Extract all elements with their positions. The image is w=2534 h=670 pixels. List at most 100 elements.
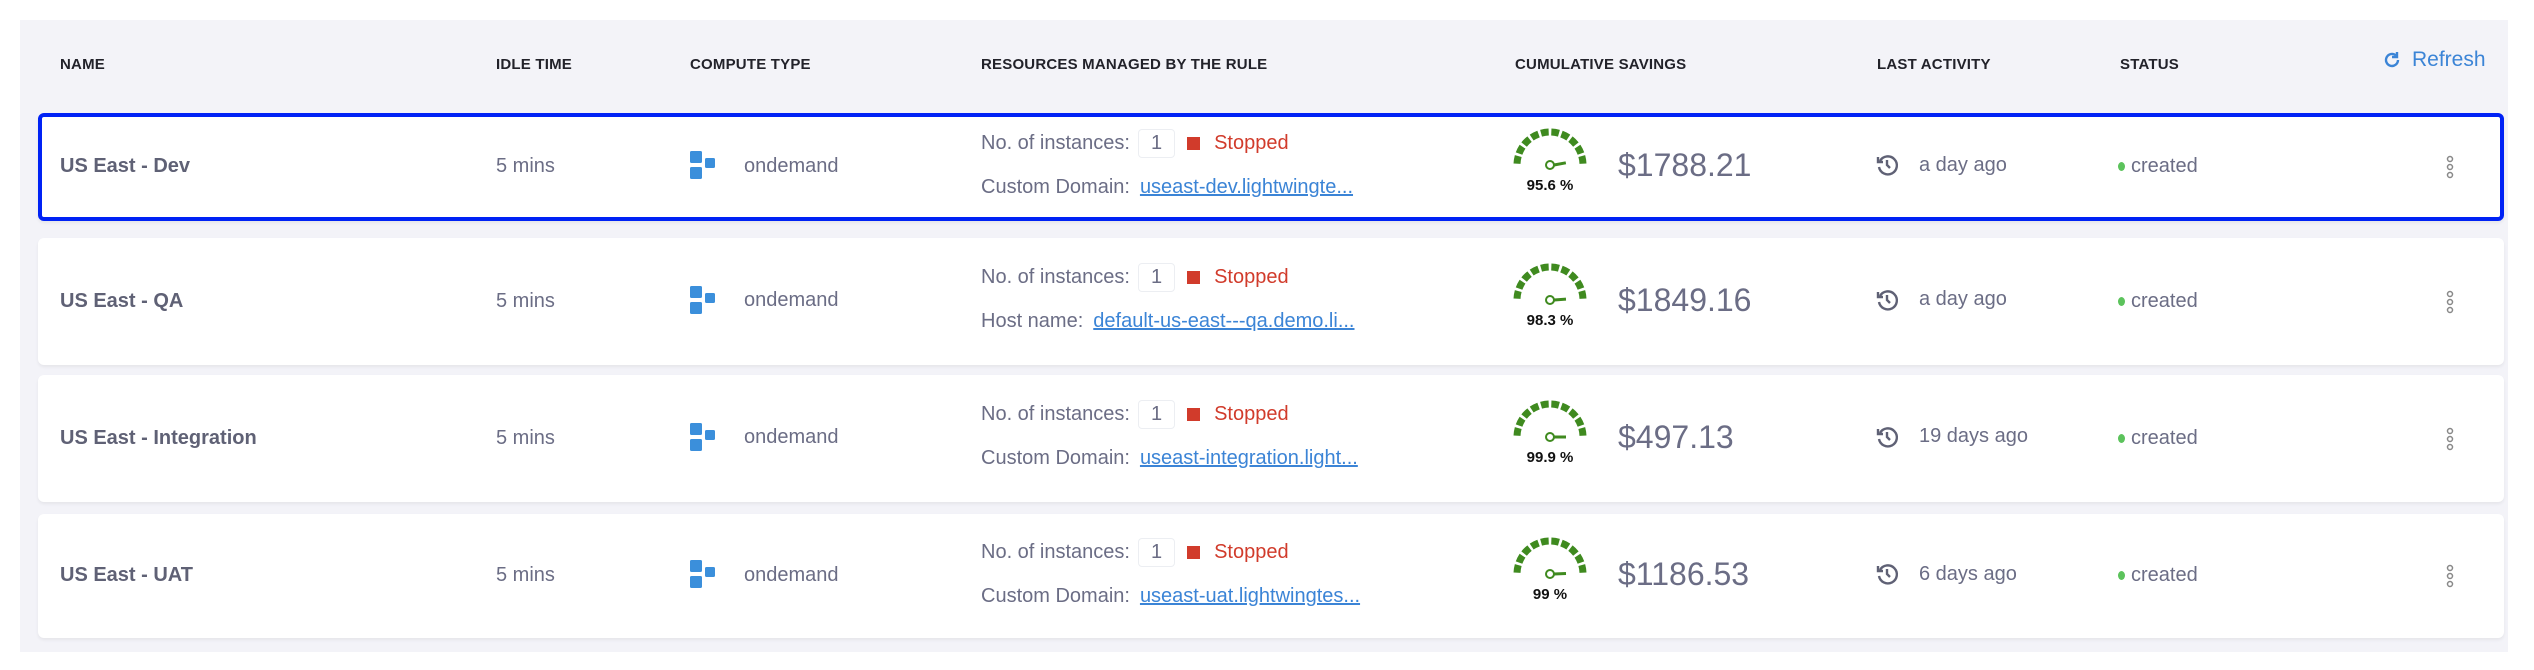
ondemand-icon xyxy=(690,285,715,314)
gauge-pivot xyxy=(1545,431,1555,442)
domain-link[interactable]: useast-integration.light... xyxy=(1139,447,1358,469)
gauge-segment xyxy=(1529,539,1540,550)
refresh-button[interactable]: Refresh xyxy=(2382,48,2486,72)
compute-type: ondemand xyxy=(690,422,839,453)
cumulative-savings: $1186.53 xyxy=(1618,556,1750,592)
gauge-segment xyxy=(1515,553,1526,564)
instance-count: 1 xyxy=(1137,263,1176,292)
compute-type: ondemand xyxy=(690,151,839,181)
instance-state: Stopped xyxy=(1214,266,1289,288)
instance-count: 1 xyxy=(1137,128,1176,158)
gauge-needle xyxy=(1553,297,1567,301)
instance-state: Stopped xyxy=(1214,540,1289,563)
idle-time: 5 mins xyxy=(496,426,555,449)
domain-link[interactable]: useast-dev.lightwingte... xyxy=(1139,175,1354,198)
cumulative-savings: $1849.16 xyxy=(1618,281,1752,318)
status-badge: created xyxy=(2118,290,2198,313)
gauge-segment xyxy=(1521,407,1532,419)
status-badge: created xyxy=(2118,564,2198,587)
gauge-segment xyxy=(1551,400,1560,409)
gauge-segment xyxy=(1560,402,1571,413)
status-dot-icon xyxy=(2118,433,2125,443)
gauge-segment xyxy=(1513,426,1522,436)
savings-gauge: 95.6 % xyxy=(1510,125,1590,194)
more-options-icon[interactable] xyxy=(2445,427,2455,457)
gauge-pivot xyxy=(1545,294,1555,305)
table-row[interactable]: US East - UAT 5 mins ondemand No. of ins… xyxy=(38,514,2504,638)
gauge-segment xyxy=(1521,270,1532,282)
compute-type: ondemand xyxy=(690,560,839,590)
column-header-idle-time: IDLE TIME xyxy=(496,56,572,73)
domain-label: Custom Domain: xyxy=(981,447,1130,469)
gauge-segment xyxy=(1560,130,1571,141)
compute-type: ondemand xyxy=(690,285,839,316)
resources: No. of instances: 1 Stopped Host name: defa… xyxy=(981,262,1481,338)
status-dot-icon xyxy=(2118,296,2125,306)
compute-type-label: ondemand xyxy=(744,563,839,586)
table-row[interactable]: US East - QA 5 mins ondemand No. of inst… xyxy=(38,238,2504,365)
instance-count: 1 xyxy=(1137,400,1176,429)
column-header-cumulative-savings: CUMULATIVE SAVINGS xyxy=(1515,56,1687,73)
more-options-icon[interactable] xyxy=(2445,155,2455,185)
gauge-segment xyxy=(1574,279,1585,290)
savings-gauge: 99.9 % xyxy=(1510,397,1590,466)
table-row[interactable]: US East - Dev 5 mins ondemand No. of ins… xyxy=(38,113,2504,221)
status-text: created xyxy=(2131,155,2198,177)
ondemand-icon xyxy=(690,151,715,179)
gauge-segment xyxy=(1540,537,1549,546)
resources: No. of instances: 1 Stopped Custom Domain:… xyxy=(981,127,1481,203)
history-icon xyxy=(1876,289,1899,311)
gauge-segment xyxy=(1551,537,1560,546)
last-activity: a day ago xyxy=(1875,153,2007,177)
domain-label: Custom Domain: xyxy=(981,175,1130,198)
rule-name[interactable]: US East - Dev xyxy=(60,155,191,177)
status-dot-icon xyxy=(2118,571,2125,580)
idle-time: 5 mins xyxy=(496,289,555,312)
last-activity: 6 days ago xyxy=(1875,562,2017,586)
instances-label: No. of instances: xyxy=(981,403,1130,425)
gauge-segment xyxy=(1529,265,1540,276)
last-activity-text: a day ago xyxy=(1919,153,2007,176)
gauge-needle xyxy=(1553,571,1567,576)
instances-label: No. of instances: xyxy=(981,266,1130,288)
gauge-segment xyxy=(1540,128,1549,137)
more-options-icon[interactable] xyxy=(2445,564,2455,594)
gauge-segment xyxy=(1529,402,1540,413)
gauge-segment xyxy=(1568,136,1579,147)
ondemand-icon xyxy=(690,422,715,451)
gauge-segment xyxy=(1513,564,1522,573)
status-badge: created xyxy=(2118,155,2198,178)
more-options-icon[interactable] xyxy=(2445,290,2455,320)
gauge-segment xyxy=(1568,407,1579,419)
table-row[interactable]: US East - Integration 5 mins ondemand No… xyxy=(38,375,2504,502)
domain-link[interactable]: default-us-east---qa.demo.li... xyxy=(1093,310,1355,332)
gauge-segment xyxy=(1574,144,1585,155)
status-dot-icon xyxy=(2118,162,2125,171)
gauge-segment xyxy=(1574,416,1585,427)
column-header-resources: RESOURCES MANAGED BY THE RULE xyxy=(981,56,1268,73)
rule-name[interactable]: US East - UAT xyxy=(60,564,193,586)
gauge-segment xyxy=(1578,289,1587,299)
refresh-icon xyxy=(2384,52,2400,68)
gauge-segment xyxy=(1513,155,1522,164)
savings-percent: 95.6 % xyxy=(1526,177,1574,194)
status-text: created xyxy=(2131,426,2198,449)
gauge-segment xyxy=(1551,128,1560,137)
history-icon xyxy=(1876,426,1899,448)
compute-type-label: ondemand xyxy=(744,426,839,448)
gauge-segment xyxy=(1578,564,1587,573)
status-badge: created xyxy=(2118,427,2198,450)
status-text: created xyxy=(2131,564,2198,586)
cumulative-savings: $1788.21 xyxy=(1618,147,1752,183)
history-icon xyxy=(1876,564,1899,585)
gauge-segment xyxy=(1568,270,1579,282)
rule-name[interactable]: US East - QA xyxy=(60,289,184,312)
gauge-segment xyxy=(1540,400,1549,409)
cumulative-savings: $497.13 xyxy=(1618,418,1734,455)
gauge-segment xyxy=(1515,144,1526,155)
rule-name[interactable]: US East - Integration xyxy=(60,426,257,449)
domain-link[interactable]: useast-uat.lightwingtes... xyxy=(1139,584,1361,607)
last-activity-text: 19 days ago xyxy=(1919,425,2028,447)
gauge-segment xyxy=(1568,545,1579,556)
ondemand-icon xyxy=(690,560,715,588)
